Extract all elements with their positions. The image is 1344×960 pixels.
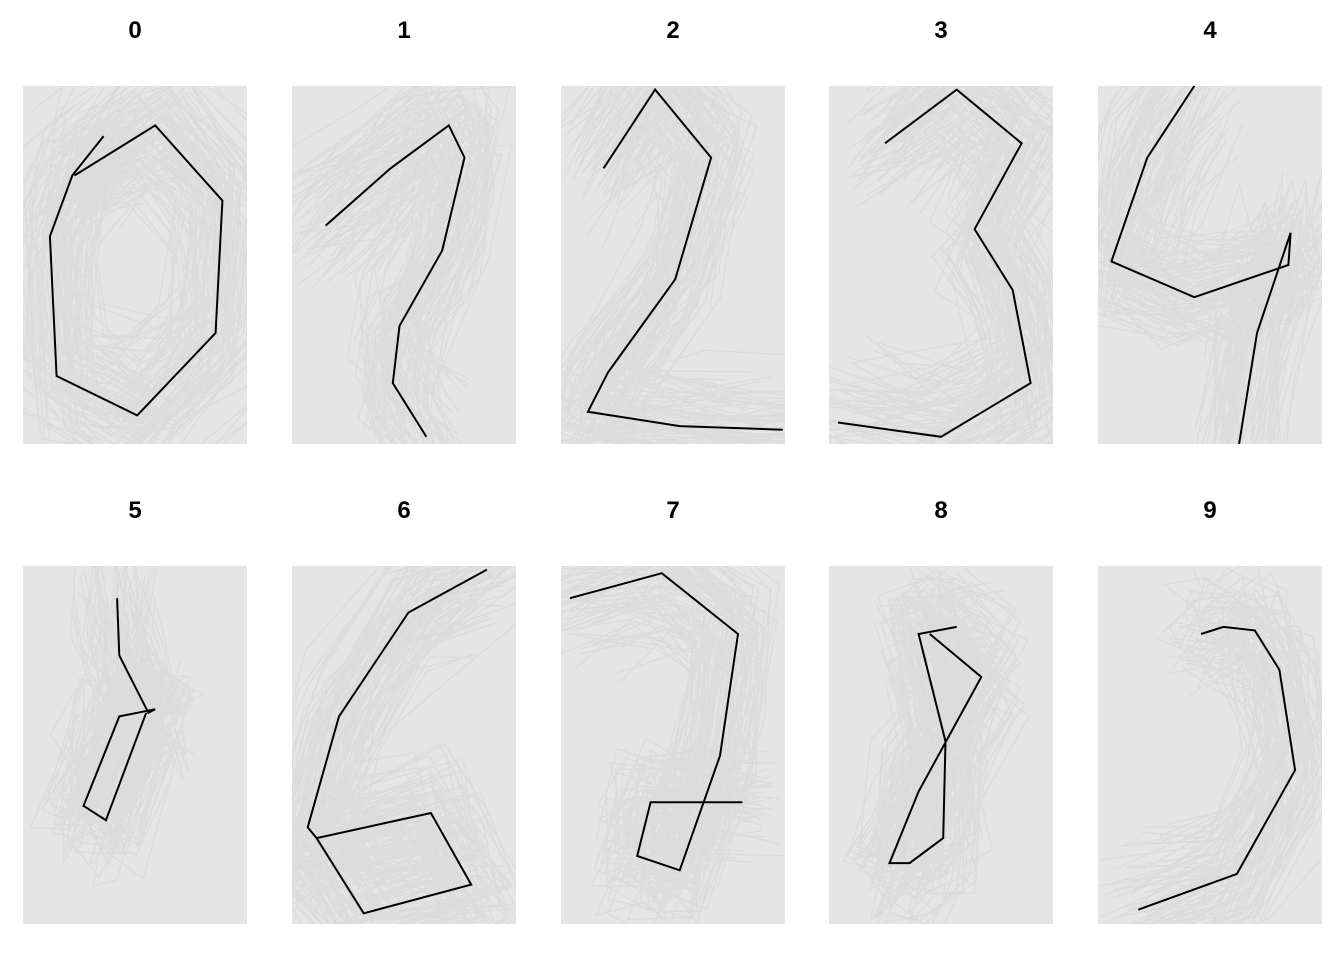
digit-panel-0: 0 [1, 17, 288, 505]
panel-title: 1 [397, 17, 410, 44]
digit-panel-5: 5 [23, 497, 247, 924]
digit-panel-8: 8 [829, 497, 1053, 943]
digit-panel-3: 3 [787, 11, 1087, 527]
panel-title: 6 [397, 497, 410, 524]
panel-title: 4 [1203, 17, 1217, 44]
panel-title: 8 [934, 497, 947, 524]
digit-panel-4: 4 [1047, 0, 1344, 530]
panel-title: 0 [128, 17, 141, 44]
panel-title: 9 [1203, 497, 1216, 524]
panel-title: 2 [666, 17, 679, 44]
digit-panel-7: 7 [514, 497, 785, 939]
panel-title: 3 [934, 17, 947, 44]
digit-panel-1: 1 [270, 17, 516, 521]
digit-panel-2: 2 [540, 0, 840, 526]
panel-title: 5 [128, 497, 141, 524]
panel-title: 7 [666, 497, 679, 524]
digit-panel-6: 6 [267, 471, 546, 960]
digit-panel-9: 9 [1088, 497, 1344, 960]
